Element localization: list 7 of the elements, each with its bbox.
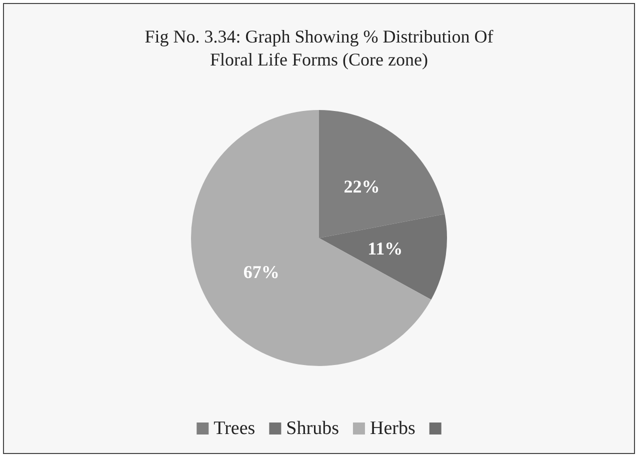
data-label: 67%	[243, 262, 280, 282]
legend-label: Herbs	[370, 418, 416, 439]
chart-title: Fig No. 3.34: Graph Showing % Distribution Of Floral Life Forms (Core zone)	[144, 26, 494, 70]
data-label: 22%	[344, 176, 380, 196]
data-label: 11%	[368, 238, 403, 258]
legend-label: Shrubs	[286, 418, 339, 439]
legend-label: Trees	[214, 418, 256, 439]
